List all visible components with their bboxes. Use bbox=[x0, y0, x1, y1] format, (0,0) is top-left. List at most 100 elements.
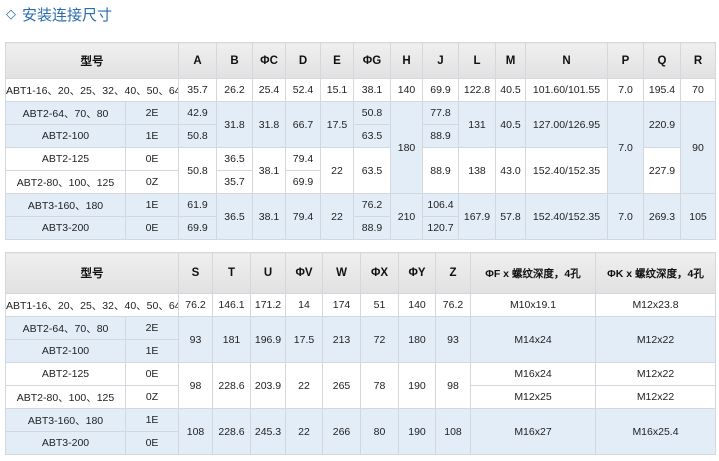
value-cell: 50.8 bbox=[353, 101, 391, 125]
table-row: ABT2-125 0E 50.8 36.5 38.1 79.4 22 63.5 88.9 138 4… bbox=[5, 147, 716, 194]
value-cell: 31.8 bbox=[252, 101, 286, 148]
value-cell: 76.2 bbox=[435, 293, 471, 317]
value-cell: M12x25 bbox=[470, 385, 596, 409]
column-header: A bbox=[178, 42, 217, 79]
model-cell: ABT1-16、20、25、32、40、50、64 bbox=[5, 78, 179, 102]
column-header: Z bbox=[435, 252, 471, 294]
code-cell: 0E bbox=[125, 431, 179, 455]
value-cell: 76.2 bbox=[178, 293, 213, 317]
value-cell: M10x19.1 bbox=[470, 293, 596, 317]
value-cell: 7.0 bbox=[607, 193, 644, 240]
column-header: ΦX bbox=[360, 252, 399, 294]
column-header: ΦK x 螺纹深度，4孔 bbox=[595, 252, 716, 294]
table-row: ABT2-64、70、80 2E 42.9 31.8 31.8 66.7 17.5 50.8 1… bbox=[5, 101, 716, 194]
value-cell: 63.5 bbox=[353, 124, 391, 148]
code-cell: 2E bbox=[125, 101, 179, 125]
model-cell: ABT2-125 bbox=[5, 362, 126, 386]
value-cell: 43.0 bbox=[495, 147, 526, 194]
model-cell: ABT3-160、180 bbox=[5, 408, 126, 432]
value-cell: 25.4 bbox=[252, 78, 286, 102]
value-cell: 17.5 bbox=[320, 101, 354, 148]
value-cell: M16x24 bbox=[470, 362, 596, 386]
code-cell: 0E bbox=[125, 362, 179, 386]
column-header: ΦY bbox=[398, 252, 436, 294]
table-row: ABT2-100 1E bbox=[5, 339, 716, 363]
value-cell: 93 bbox=[435, 316, 471, 363]
code-cell: 1E bbox=[125, 193, 179, 217]
value-cell: 152.40/152.35 bbox=[525, 193, 608, 240]
value-cell: 105 bbox=[680, 193, 716, 240]
model-cell: ABT2-125 bbox=[5, 147, 126, 171]
model-cell: ABT3-200 bbox=[5, 431, 126, 455]
value-cell: 69.9 bbox=[178, 216, 217, 240]
table-row: ABT2-125 0E 98 228.6 203.9 22 265 78 190 98 M16x24… bbox=[5, 362, 716, 409]
value-cell: 220.9 bbox=[643, 101, 681, 148]
value-cell: 195.4 bbox=[643, 78, 681, 102]
table-row: ABT3-200 0E 69.9 88.9 120.7 bbox=[5, 216, 716, 240]
value-cell: 22 bbox=[320, 193, 354, 240]
value-cell: 79.4 bbox=[285, 193, 321, 240]
value-cell: 108 bbox=[435, 408, 471, 455]
value-cell: 140 bbox=[390, 78, 423, 102]
value-cell: 72 bbox=[360, 316, 399, 363]
value-cell: 80 bbox=[360, 408, 399, 455]
value-cell: 171.2 bbox=[250, 293, 286, 317]
value-cell: 78 bbox=[360, 362, 399, 409]
value-cell: 51 bbox=[360, 293, 399, 317]
value-cell: 69.9 bbox=[285, 170, 321, 194]
value-cell: 90 bbox=[680, 101, 716, 194]
value-cell: 17.5 bbox=[285, 316, 323, 363]
value-cell: 38.1 bbox=[252, 193, 286, 240]
value-cell: 36.5 bbox=[216, 147, 253, 171]
value-cell: M12x22 bbox=[595, 362, 716, 386]
value-cell: 76.2 bbox=[353, 193, 391, 217]
column-header-model: 型号 bbox=[5, 42, 179, 79]
value-cell: 180 bbox=[398, 316, 436, 363]
column-header: T bbox=[212, 252, 251, 294]
column-header: E bbox=[320, 42, 354, 79]
value-cell: 50.8 bbox=[178, 147, 217, 194]
value-cell: 79.4 bbox=[285, 147, 321, 171]
value-cell: M12x22 bbox=[595, 385, 716, 409]
value-cell: 213 bbox=[322, 316, 361, 363]
column-header: L bbox=[458, 42, 496, 79]
value-cell: 7.0 bbox=[607, 101, 644, 194]
column-header-model: 型号 bbox=[5, 252, 179, 294]
code-cell: 0Z bbox=[125, 170, 179, 194]
value-cell: M12x23.8 bbox=[595, 293, 716, 317]
value-cell: M16x25.4 bbox=[595, 408, 716, 455]
value-cell: 174 bbox=[322, 293, 361, 317]
value-cell: 228.6 bbox=[212, 362, 251, 409]
value-cell: 14 bbox=[285, 293, 323, 317]
value-cell: M12x22 bbox=[595, 316, 716, 363]
column-header: U bbox=[250, 252, 286, 294]
value-cell: 98 bbox=[178, 362, 213, 409]
table-row: ABT2-64、70、80 2E 93 181 196.9 17.5 213 72 180 93 M… bbox=[5, 316, 716, 363]
column-header: R bbox=[680, 42, 716, 79]
column-header: ΦC bbox=[252, 42, 286, 79]
value-cell: 31.8 bbox=[216, 101, 253, 148]
value-cell: 120.7 bbox=[422, 216, 459, 240]
value-cell: 180 bbox=[390, 101, 423, 194]
value-cell: 40.5 bbox=[495, 78, 526, 102]
model-cell: ABT2-80、100、125 bbox=[5, 385, 126, 409]
section-title: ◇ 安装连接尺寸 bbox=[6, 4, 112, 25]
model-cell: ABT2-80、100、125 bbox=[5, 170, 126, 194]
value-cell: 35.7 bbox=[216, 170, 253, 194]
value-cell: 38.1 bbox=[353, 78, 391, 102]
value-cell: 52.4 bbox=[285, 78, 321, 102]
value-cell: 63.5 bbox=[353, 147, 391, 194]
code-cell: 0E bbox=[125, 216, 179, 240]
table-header-row: 型号 A B ΦC D E ΦG H J L M N P Q R bbox=[5, 42, 716, 79]
value-cell: 131 bbox=[458, 101, 496, 148]
value-cell: 266 bbox=[322, 408, 361, 455]
column-header: B bbox=[216, 42, 253, 79]
value-cell: 70 bbox=[680, 78, 716, 102]
model-cell: ABT3-160、180 bbox=[5, 193, 126, 217]
column-header: M bbox=[495, 42, 526, 79]
value-cell: 88.9 bbox=[422, 147, 459, 194]
value-cell: 227.9 bbox=[643, 147, 681, 194]
code-cell: 1E bbox=[125, 339, 179, 363]
column-header: N bbox=[525, 42, 608, 79]
value-cell: 36.5 bbox=[216, 193, 253, 240]
